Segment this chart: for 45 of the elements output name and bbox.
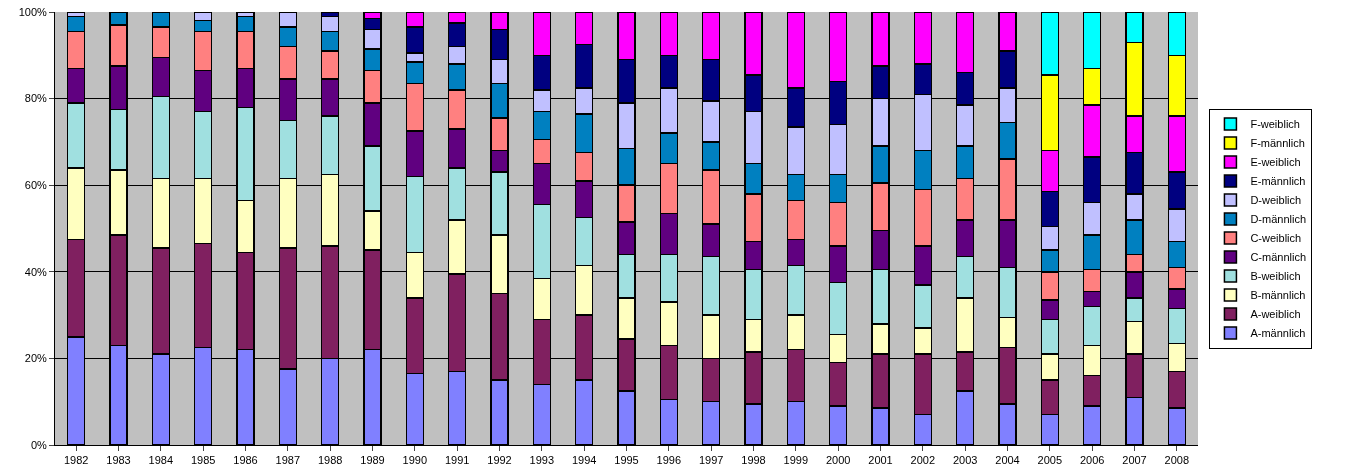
- legend-label: E-männlich: [1250, 175, 1306, 188]
- legend-label: A-männlich: [1250, 327, 1306, 340]
- x-tick-label: 1998: [741, 454, 766, 467]
- legend-label: E-weiblich: [1250, 156, 1301, 169]
- legend-label: D-weiblich: [1250, 194, 1302, 207]
- y-tick-label: 40%: [24, 265, 47, 278]
- x-tick-label: 2004: [995, 454, 1020, 467]
- x-tick-label: 2008: [1164, 454, 1190, 467]
- legend-label: C-männlich: [1250, 251, 1307, 264]
- x-tick-label: 1990: [402, 454, 428, 467]
- x-tick-label: 2003: [952, 454, 978, 467]
- legend-label: F-männlich: [1250, 137, 1305, 150]
- y-tick-label: 60%: [24, 179, 47, 192]
- x-tick-label: 1991: [444, 454, 470, 467]
- x-tick-label: 2005: [1037, 454, 1063, 467]
- x-tick-label: 1989: [360, 454, 385, 467]
- x-tick-label: 1986: [233, 454, 258, 467]
- x-tick-label: 1997: [698, 454, 724, 467]
- x-tick-label: 1995: [614, 454, 639, 467]
- legend-label: C-weiblich: [1250, 232, 1302, 245]
- y-tick-label: 20%: [24, 352, 47, 365]
- x-tick-label: 1987: [275, 454, 301, 467]
- x-tick-label: 1996: [656, 454, 682, 467]
- x-tick-label: 2001: [868, 454, 893, 467]
- x-tick-label: 1984: [148, 454, 174, 467]
- x-tick-label: 1983: [106, 454, 131, 467]
- x-tick-label: 1988: [317, 454, 343, 467]
- x-tick-label: 1982: [63, 454, 89, 467]
- x-tick-label: 1993: [529, 454, 555, 467]
- y-tick-label: 100%: [18, 5, 48, 18]
- x-tick-label: 1999: [783, 454, 809, 467]
- x-tick-label: 1994: [571, 454, 597, 467]
- x-tick-label: 2002: [910, 454, 936, 467]
- x-tick-label: 2007: [1122, 454, 1147, 467]
- legend-label: F-weiblich: [1250, 118, 1300, 131]
- x-tick-label: 1985: [190, 454, 216, 467]
- y-tick-label: 80%: [24, 92, 47, 105]
- x-tick-label: 2006: [1079, 454, 1105, 467]
- legend-label: B-weiblich: [1250, 270, 1301, 283]
- x-tick-label: 1992: [487, 454, 512, 467]
- legend-label: D-männlich: [1250, 213, 1307, 226]
- y-tick-label: 0%: [30, 438, 48, 451]
- x-tick-label: 2000: [825, 454, 851, 467]
- legend-label: B-männlich: [1250, 289, 1306, 302]
- legend-label: A-weiblich: [1250, 308, 1301, 321]
